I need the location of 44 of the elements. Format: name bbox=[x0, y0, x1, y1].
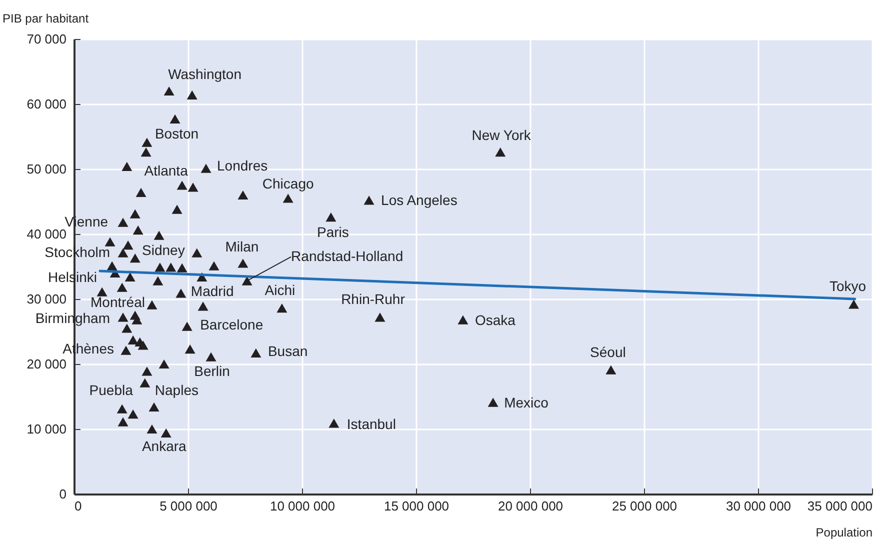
annotation: Atlanta bbox=[144, 162, 188, 178]
annotation: Los Angeles bbox=[381, 192, 458, 208]
annotation: Chicago bbox=[262, 175, 314, 192]
annotation: Madrid bbox=[190, 283, 234, 300]
y-tick-label: 30 000 bbox=[26, 292, 66, 306]
annotation: Puebla bbox=[89, 382, 134, 398]
annotation: Boston bbox=[154, 125, 199, 142]
y-tick-label: 70 000 bbox=[26, 32, 66, 46]
y-tick-label: 50 000 bbox=[26, 162, 66, 176]
annotation: Rhin-Ruhr bbox=[341, 291, 406, 308]
x-tick-label: 0 bbox=[74, 498, 82, 514]
annotation: Montréal bbox=[90, 294, 145, 310]
annotation: Tokyo bbox=[829, 278, 866, 294]
annotation: Paris bbox=[317, 224, 349, 240]
x-tick-label: 15 000 000 bbox=[384, 498, 450, 514]
annotation: Ankara bbox=[142, 438, 187, 454]
annotation: Washington bbox=[168, 66, 242, 82]
y-tick-label: 60 000 bbox=[26, 96, 66, 112]
annotation: Londres bbox=[217, 157, 268, 174]
y-tick-label: 10 000 bbox=[26, 422, 66, 436]
annotation: Randstad-Holland bbox=[291, 248, 404, 264]
x-tick-label: 30 000 000 bbox=[726, 498, 792, 514]
annotation: Barcelone bbox=[200, 316, 264, 332]
annotation: Mexico bbox=[504, 394, 549, 410]
annotation: Milan bbox=[225, 238, 259, 254]
x-tick-label: 25 000 000 bbox=[612, 498, 678, 514]
y-tick-label: 20 000 bbox=[26, 356, 66, 372]
annotation: Séoul bbox=[590, 344, 626, 360]
annotation: Osaka bbox=[474, 312, 516, 328]
x-tick-label: 20 000 000 bbox=[498, 498, 564, 514]
annotation: Sidney bbox=[142, 242, 185, 258]
annotation: Naples bbox=[154, 382, 198, 398]
y-tick-label: 0 bbox=[59, 486, 66, 502]
y-axis-title: PIB par habitant bbox=[2, 12, 90, 26]
annotation: Istanbul bbox=[346, 416, 396, 432]
y-tick-label: 40 000 bbox=[26, 226, 66, 242]
x-tick-label: 10 000 000 bbox=[270, 498, 336, 514]
annotation: New York bbox=[472, 127, 532, 144]
annotation: Busan bbox=[268, 342, 308, 359]
annotation: Aichi bbox=[264, 282, 296, 298]
annotation: Berlin bbox=[194, 362, 230, 379]
x-tick-label: 5 000 000 bbox=[160, 498, 218, 514]
x-tick-label: 35 000 000 bbox=[807, 498, 872, 514]
x-axis-title: Population bbox=[816, 526, 872, 540]
